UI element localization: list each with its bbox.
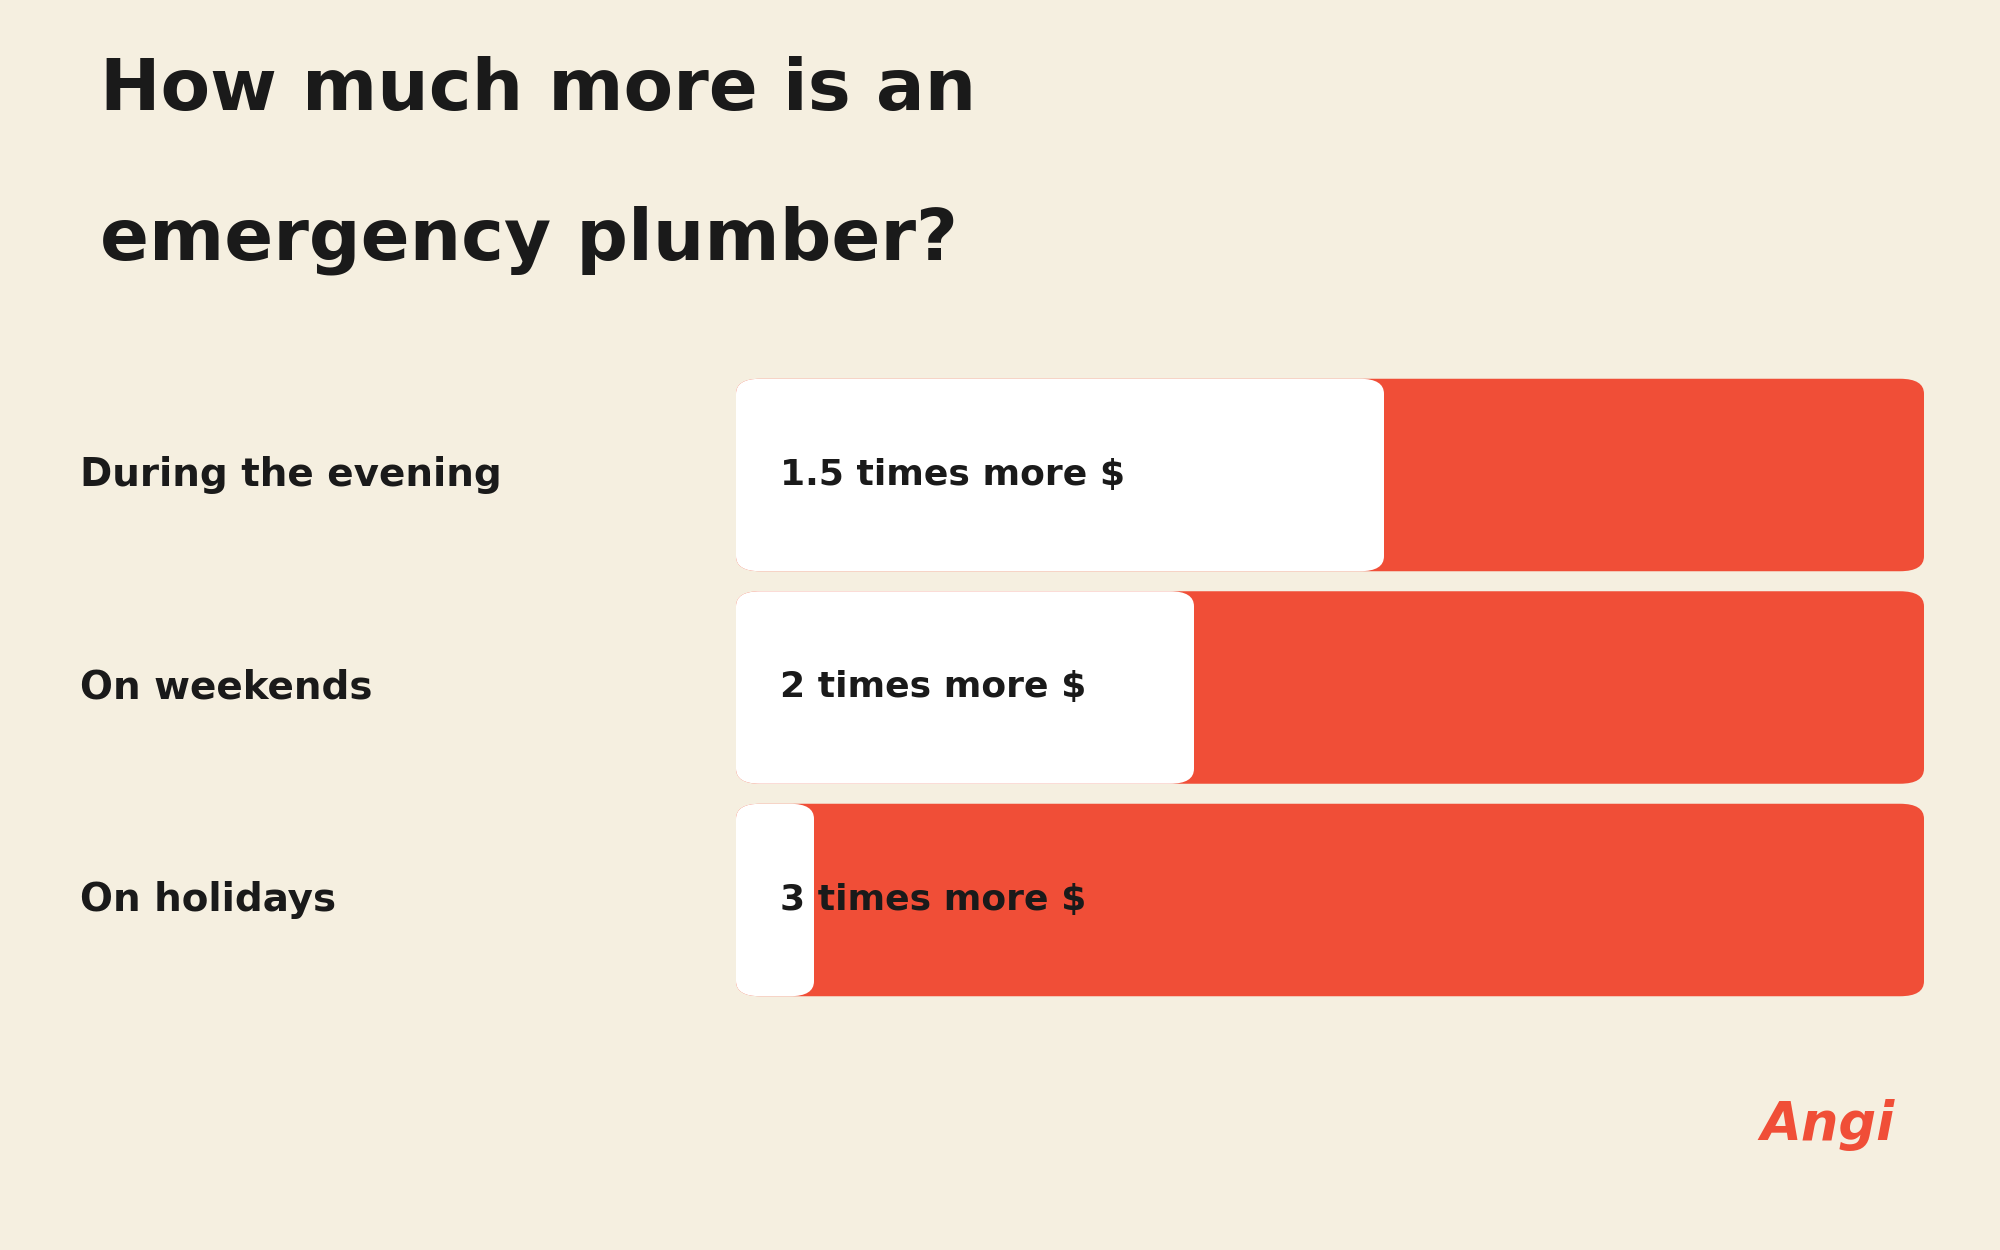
Text: On weekends: On weekends [80,669,372,706]
Text: 3 times more $: 3 times more $ [780,882,1086,918]
Text: 2 times more $: 2 times more $ [780,670,1086,705]
FancyBboxPatch shape [736,379,1384,571]
Text: emergency plumber?: emergency plumber? [100,205,958,275]
Text: On holidays: On holidays [80,881,336,919]
FancyBboxPatch shape [736,804,1924,996]
FancyBboxPatch shape [736,591,1924,784]
Text: Angi: Angi [1760,1099,1894,1151]
Text: 1.5 times more $: 1.5 times more $ [780,458,1126,492]
FancyBboxPatch shape [736,804,814,996]
Text: During the evening: During the evening [80,456,502,494]
FancyBboxPatch shape [736,379,1924,571]
FancyBboxPatch shape [736,591,1194,784]
Text: How much more is an: How much more is an [100,56,976,125]
